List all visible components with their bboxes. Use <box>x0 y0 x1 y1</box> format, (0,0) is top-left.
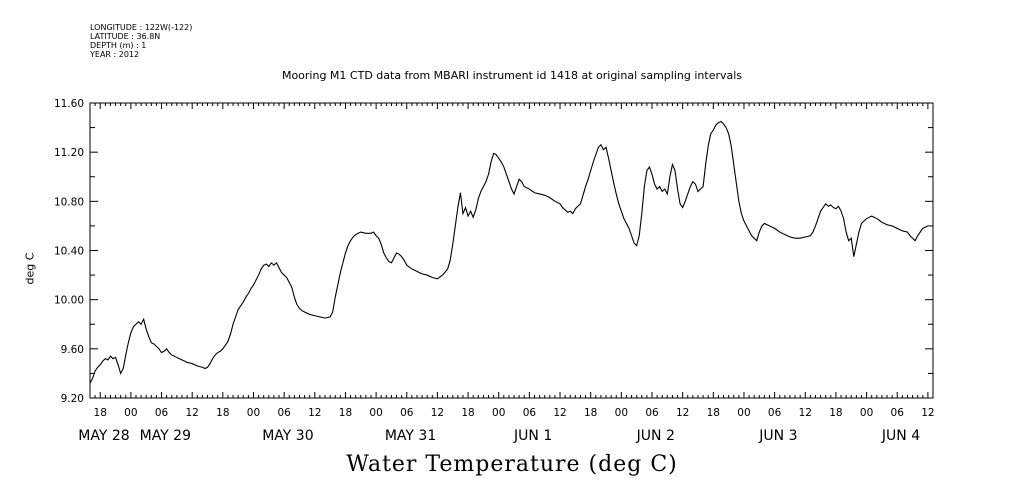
x-tick-label: 12 <box>553 407 566 419</box>
x-tick-label: 18 <box>216 407 229 419</box>
x-tick-label: 00 <box>737 407 750 419</box>
x-tick-label: 06 <box>400 407 414 419</box>
x-tick-label: 06 <box>891 407 905 419</box>
y-tick-label: 10.80 <box>54 196 84 208</box>
x-tick-label: 12 <box>431 407 444 419</box>
x-date-label: MAY 31 <box>385 428 436 444</box>
y-tick-label: 11.60 <box>54 98 84 110</box>
x-tick-label: 18 <box>94 407 107 419</box>
y-tick-label: 10.40 <box>54 246 84 258</box>
header-year: YEAR : 2012 <box>90 50 140 59</box>
x-axis-title: Water Temperature (deg C) <box>346 452 678 477</box>
water-temperature-line <box>89 120 929 384</box>
axis-ticks <box>89 102 934 399</box>
x-tick-label: 12 <box>185 407 198 419</box>
x-tick-label: 06 <box>645 407 659 419</box>
y-tick-label: 9.60 <box>61 344 84 356</box>
x-tick-label: 18 <box>339 407 352 419</box>
header-depth: DEPTH (m) : 1 <box>90 41 147 50</box>
x-tick-label: 06 <box>155 407 169 419</box>
x-tick-label: 00 <box>860 407 873 419</box>
x-date-label: MAY 30 <box>262 428 313 444</box>
x-tick-label: 12 <box>921 407 934 419</box>
axis-labels: 9.20 9.60 10.00 10.40 10.80 11.20 11.60 18 00 06 1… <box>54 98 935 444</box>
x-tick-label: 18 <box>707 407 720 419</box>
x-date-label: JUN 2 <box>636 428 675 444</box>
x-tick-label: 18 <box>829 407 842 419</box>
y-tick-label: 11.20 <box>54 147 84 159</box>
x-tick-label: 06 <box>768 407 782 419</box>
header-latitude: LATITUDE : 36.8N <box>90 32 161 41</box>
x-date-label: JUN 1 <box>513 428 552 444</box>
y-tick-label: 10.00 <box>54 295 84 307</box>
x-tick-label: 00 <box>615 407 628 419</box>
x-date-label: MAY 28 <box>78 428 129 444</box>
x-tick-label: 00 <box>124 407 137 419</box>
header-longitude: LONGITUDE : 122W(-122) <box>90 23 193 32</box>
x-tick-label: 00 <box>492 407 505 419</box>
y-tick-label: 9.20 <box>61 393 84 405</box>
x-date-label: JUN 4 <box>881 428 920 444</box>
x-tick-label: 00 <box>369 407 382 419</box>
x-date-label: MAY 29 <box>140 428 191 444</box>
x-tick-label: 12 <box>308 407 321 419</box>
x-tick-label: 18 <box>461 407 474 419</box>
x-tick-label: 00 <box>247 407 260 419</box>
x-tick-label: 18 <box>584 407 597 419</box>
x-tick-label: 06 <box>277 407 291 419</box>
x-tick-label: 06 <box>523 407 537 419</box>
x-date-label: JUN 3 <box>758 428 797 444</box>
x-tick-label: 12 <box>676 407 689 419</box>
x-tick-label: 12 <box>799 407 812 419</box>
chart-title: Mooring M1 CTD data from MBARI instrumen… <box>281 69 743 82</box>
